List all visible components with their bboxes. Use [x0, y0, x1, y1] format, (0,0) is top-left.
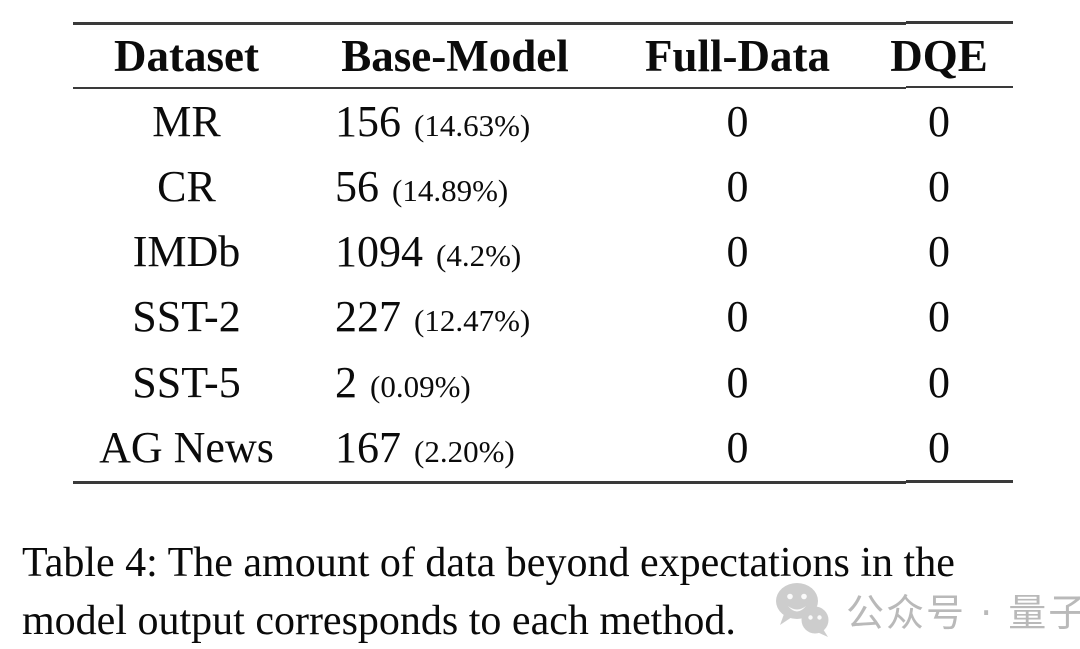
caption-line-1: Table 4: The amount of data beyond expec… [22, 540, 955, 586]
cell-full-data: 0 [726, 292, 749, 341]
table-row: IMDb 1094 (4.2%) 0 0 [0, 219, 1080, 284]
cell-dqe: 0 [928, 423, 950, 472]
cell-base-model: 227 (12.47%) [300, 284, 610, 349]
cell-dqe: 0 [928, 292, 950, 341]
cell-full-data: 0 [726, 423, 749, 472]
cell-dqe: 0 [928, 358, 950, 407]
base-model-percent: (4.2%) [436, 238, 522, 273]
wechat-icon [776, 583, 829, 637]
cell-base-model: 56 (14.89%) [300, 154, 610, 219]
cell-dqe: 0 [928, 162, 950, 211]
table-bottom-rule-left [73, 481, 906, 484]
base-model-value: 156 [335, 97, 401, 146]
watermark-text: 公众号 · 量子位 [846, 590, 1080, 635]
cell-full-data: 0 [726, 227, 749, 276]
table-row: MR 156 (14.63%) 0 0 [0, 89, 1080, 154]
cell-dataset: AG News [99, 423, 274, 472]
base-model-percent: (2.20%) [414, 434, 515, 469]
cell-dqe: 0 [928, 227, 950, 276]
caption-line-2: model output corresponds to each method. [22, 598, 736, 644]
watermark: 公众号 · 量子位 [772, 580, 1080, 638]
base-model-percent: (14.63%) [414, 108, 531, 143]
table-mid-rule-right [906, 86, 1013, 88]
table-bottom-rule-right [906, 480, 1013, 483]
cell-dataset: CR [157, 162, 216, 211]
table-row: SST-2 227 (12.47%) 0 0 [0, 284, 1080, 349]
cell-full-data: 0 [726, 358, 749, 407]
cell-base-model: 1094 (4.2%) [300, 219, 610, 284]
base-model-value: 227 [335, 292, 401, 341]
table-row: SST-5 2 (0.09%) 0 0 [0, 350, 1080, 415]
table-top-rule-right [906, 21, 1013, 24]
header-dqe: DQE [890, 31, 988, 81]
cell-dataset: IMDb [132, 227, 241, 276]
cell-base-model: 167 (2.20%) [300, 415, 610, 480]
table-header-row: Dataset Base-Model Full-Data DQE [0, 25, 1080, 87]
header-dataset: Dataset [114, 31, 259, 81]
base-model-percent: (14.89%) [392, 173, 509, 208]
cell-base-model: 156 (14.63%) [300, 89, 610, 154]
base-model-percent: (12.47%) [414, 303, 531, 338]
base-model-value: 1094 [335, 227, 423, 276]
cell-dataset: SST-2 [132, 292, 241, 341]
header-full-data: Full-Data [645, 31, 830, 81]
cell-dataset: MR [152, 97, 221, 146]
cell-dataset: SST-5 [132, 358, 241, 407]
table-row: CR 56 (14.89%) 0 0 [0, 154, 1080, 219]
table-row: AG News 167 (2.20%) 0 0 [0, 415, 1080, 480]
table-caption: Table 4: The amount of data beyond expec… [22, 534, 1080, 649]
table-mid-rule-left [73, 87, 906, 89]
cell-dqe: 0 [928, 97, 950, 146]
table-top-rule-left [73, 22, 906, 25]
header-base-model: Base-Model [341, 31, 569, 81]
base-model-value: 56 [335, 162, 379, 211]
cell-full-data: 0 [726, 97, 749, 146]
base-model-value: 167 [335, 423, 401, 472]
cell-full-data: 0 [726, 162, 749, 211]
base-model-percent: (0.09%) [370, 369, 471, 404]
cell-base-model: 2 (0.09%) [300, 350, 610, 415]
base-model-value: 2 [335, 358, 357, 407]
